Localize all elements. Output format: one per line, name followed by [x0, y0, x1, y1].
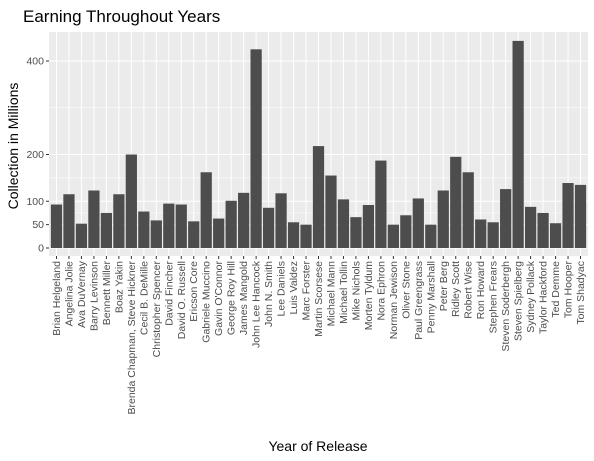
x-tick-label: Norman Jewison [388, 261, 400, 339]
bar-28 [387, 224, 399, 248]
x-tick-label: Gavin O'Connor [213, 261, 225, 336]
bar-27 [375, 160, 387, 248]
bar-34 [462, 172, 474, 248]
bar-35 [475, 219, 487, 248]
bar-21 [300, 224, 312, 248]
x-tick-label: Angelina Jolie [63, 261, 75, 327]
x-tick-label: Luis Valdez [288, 261, 300, 315]
bar-38 [512, 40, 524, 249]
bar-17 [250, 49, 262, 248]
x-tick-label: John N. Smith [263, 261, 275, 327]
x-tick-label: Morten Tyldum [363, 261, 375, 331]
bar-2 [63, 194, 75, 248]
bar-9 [150, 220, 162, 248]
x-axis: Brian Helgeland Angelina Jolie Ava DuVerna… [51, 256, 587, 415]
x-tick-label: Gabriele Muccino [201, 261, 213, 343]
bar-1 [50, 204, 63, 248]
bar-25 [350, 217, 362, 248]
x-tick-label: James Mangold [238, 261, 250, 335]
bar-31 [425, 224, 437, 248]
y-axis-title: Collection in Millions [5, 83, 21, 210]
x-tick-label: Bennett Miller [101, 261, 113, 326]
y-tick-label: 100 [26, 196, 44, 208]
bar-39 [524, 206, 537, 248]
x-tick-label: Cecil B. DeMille [138, 261, 150, 335]
x-tick-label: Lee Daniels [276, 261, 288, 316]
y-tick-label: 200 [26, 149, 44, 161]
x-tick-label: Ericson Core [188, 261, 200, 322]
x-tick-label: Peter Berg [438, 261, 450, 311]
x-tick-label: Christopher Spencer [151, 261, 163, 358]
x-tick-label: Sydney Pollack [525, 260, 537, 333]
x-tick-label: Ted Demme [550, 261, 562, 318]
x-tick-label: Mike Nichols [350, 261, 362, 321]
x-tick-label: David Fincher [163, 261, 175, 326]
bar-19 [275, 193, 287, 248]
x-tick-label: Taylor Hackford [538, 261, 550, 334]
x-tick-label: Barry Levinson [88, 261, 100, 331]
x-tick-label: Martin Scorsese [313, 261, 325, 337]
x-tick-label: David O. Russell [176, 261, 188, 339]
x-tick-label: Brenda Chapman, Steve Hickner [126, 261, 138, 415]
x-tick-label: Paul Greengrass [413, 261, 425, 340]
x-tick-label: Tom Shadyac [575, 261, 587, 325]
bar-23 [325, 175, 337, 248]
x-tick-label: Tom Hooper [563, 261, 575, 319]
x-tick-label: Ron Howard [475, 261, 487, 320]
x-tick-label: Robert Wise [463, 261, 475, 319]
bar-6 [113, 194, 125, 248]
x-tick-label: Marc Forster [301, 261, 313, 321]
bar-42 [562, 183, 574, 248]
x-tick-label: Nora Ephron [375, 261, 387, 321]
bar-26 [362, 204, 375, 248]
x-tick-label: Stephen Frears [488, 261, 500, 333]
bar-14 [213, 218, 225, 248]
bar-11 [175, 204, 187, 248]
y-tick-label: 400 [26, 56, 44, 68]
x-tick-label: Steven Spielberg [513, 261, 525, 341]
bar-10 [163, 203, 175, 248]
bar-40 [537, 212, 549, 248]
bar-36 [487, 222, 499, 248]
bar-8 [138, 211, 150, 248]
y-tick-label: 50 [32, 219, 44, 231]
bar-3 [75, 223, 88, 248]
x-tick-label: John Lee Hancock [251, 260, 263, 348]
bar-43 [574, 184, 587, 248]
bar-32 [437, 190, 449, 248]
x-tick-label: Ridley Scott [450, 261, 462, 317]
bar-4 [88, 190, 100, 248]
bar-30 [412, 198, 424, 248]
x-tick-label: Penny Marshall [425, 261, 437, 333]
bar-24 [337, 199, 350, 248]
x-tick-label: George Roy Hill [226, 261, 238, 335]
bar-29 [400, 215, 412, 248]
bar-20 [287, 222, 300, 248]
bar-22 [312, 146, 325, 248]
bar-5 [100, 212, 113, 248]
bar-33 [450, 156, 462, 248]
y-tick-label: 0 [38, 243, 44, 255]
bar-12 [188, 221, 200, 248]
bar-41 [549, 223, 562, 248]
x-tick-label: Brian Helgeland [51, 261, 63, 336]
x-tick-label: Oliver Stone [400, 261, 412, 319]
bars [50, 40, 587, 249]
y-axis: 0 50 100 200 400 [26, 56, 49, 255]
bar-37 [500, 189, 512, 248]
x-tick-label: Boaz Yakin [113, 261, 125, 313]
bar-15 [225, 200, 237, 248]
bar-16 [238, 192, 250, 248]
bar-18 [262, 207, 275, 248]
x-tick-label: Steven Soderbergh [500, 261, 512, 352]
x-tick-label: Michael Tollin [338, 261, 350, 324]
x-axis-title: Year of Release [268, 438, 367, 454]
bar-7 [125, 154, 137, 248]
x-tick-label: Michael Mann [325, 261, 337, 327]
x-tick-label: Ava DuVernay [76, 260, 88, 328]
bar-13 [200, 172, 212, 248]
chart-title: Earning Throughout Years [23, 7, 220, 26]
